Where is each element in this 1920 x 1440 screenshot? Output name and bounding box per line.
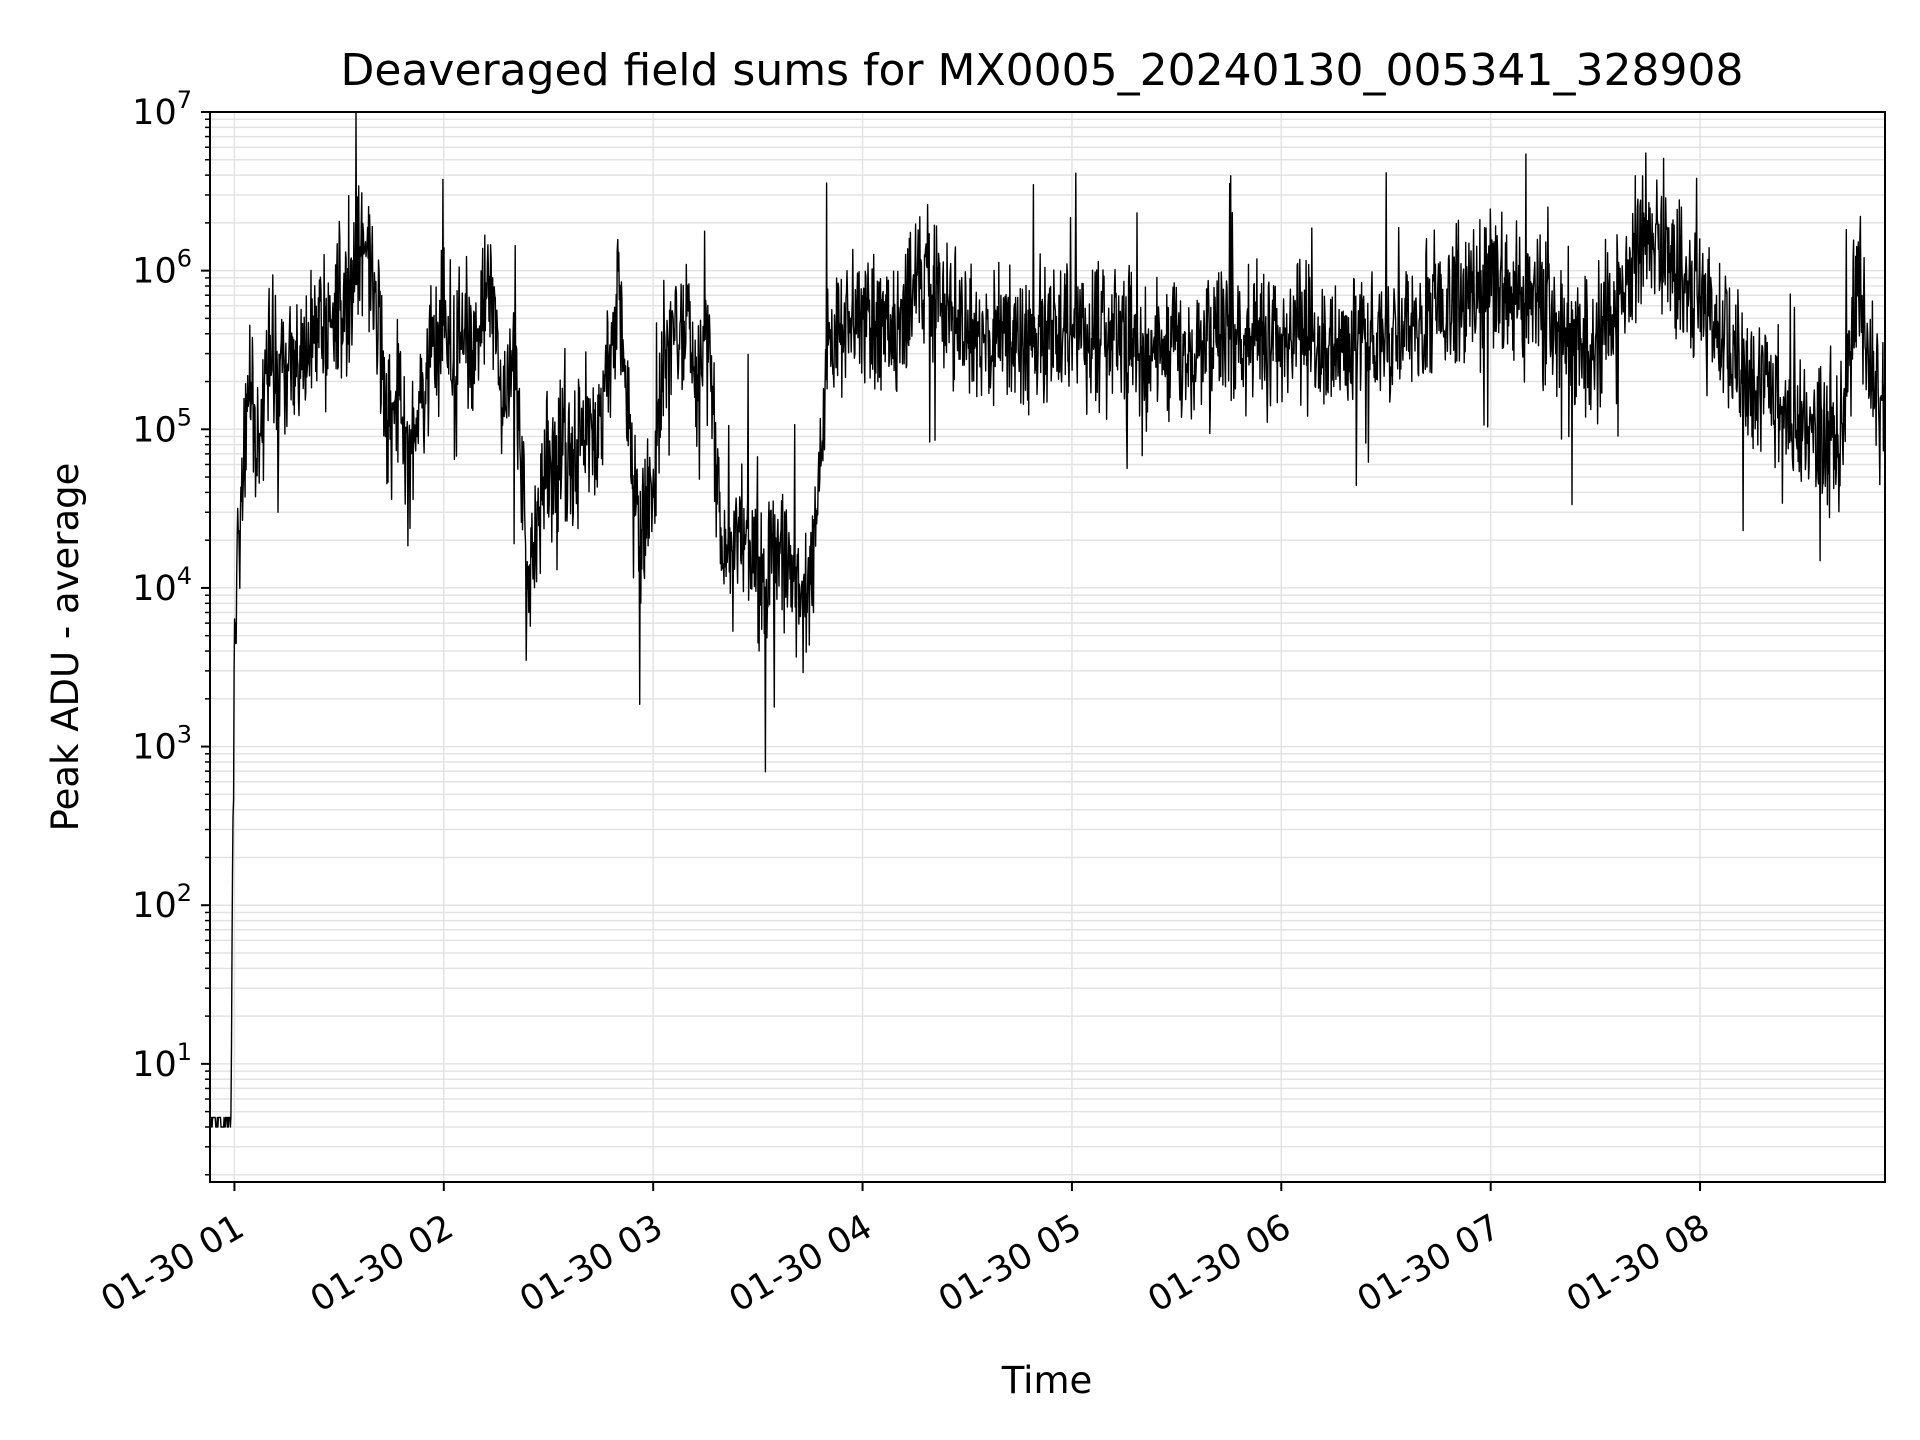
y-tick-label-exponent: 2 xyxy=(177,879,192,907)
y-tick-label-exponent: 3 xyxy=(177,721,192,749)
y-tick-label-exponent: 7 xyxy=(177,86,192,114)
y-tick-label-exponent: 1 xyxy=(177,1038,192,1066)
y-tick-label-exponent: 6 xyxy=(177,245,192,273)
y-tick-label-exponent: 5 xyxy=(177,403,192,431)
y-tick-label-exponent: 4 xyxy=(177,562,192,590)
y-axis-label: Peak ADU - average xyxy=(44,463,87,832)
y-tick-label-base: 10 xyxy=(132,410,177,450)
y-tick-label-base: 10 xyxy=(132,728,177,768)
y-tick-label-base: 10 xyxy=(132,252,177,292)
x-axis-label: Time xyxy=(1001,1359,1093,1402)
y-tick-label-base: 10 xyxy=(132,886,177,926)
y-tick-label-base: 10 xyxy=(132,93,177,133)
y-tick-label-base: 10 xyxy=(132,1045,177,1085)
chart-title: Deaveraged field sums for MX0005_2024013… xyxy=(341,45,1744,96)
y-tick-label-base: 10 xyxy=(132,569,177,609)
